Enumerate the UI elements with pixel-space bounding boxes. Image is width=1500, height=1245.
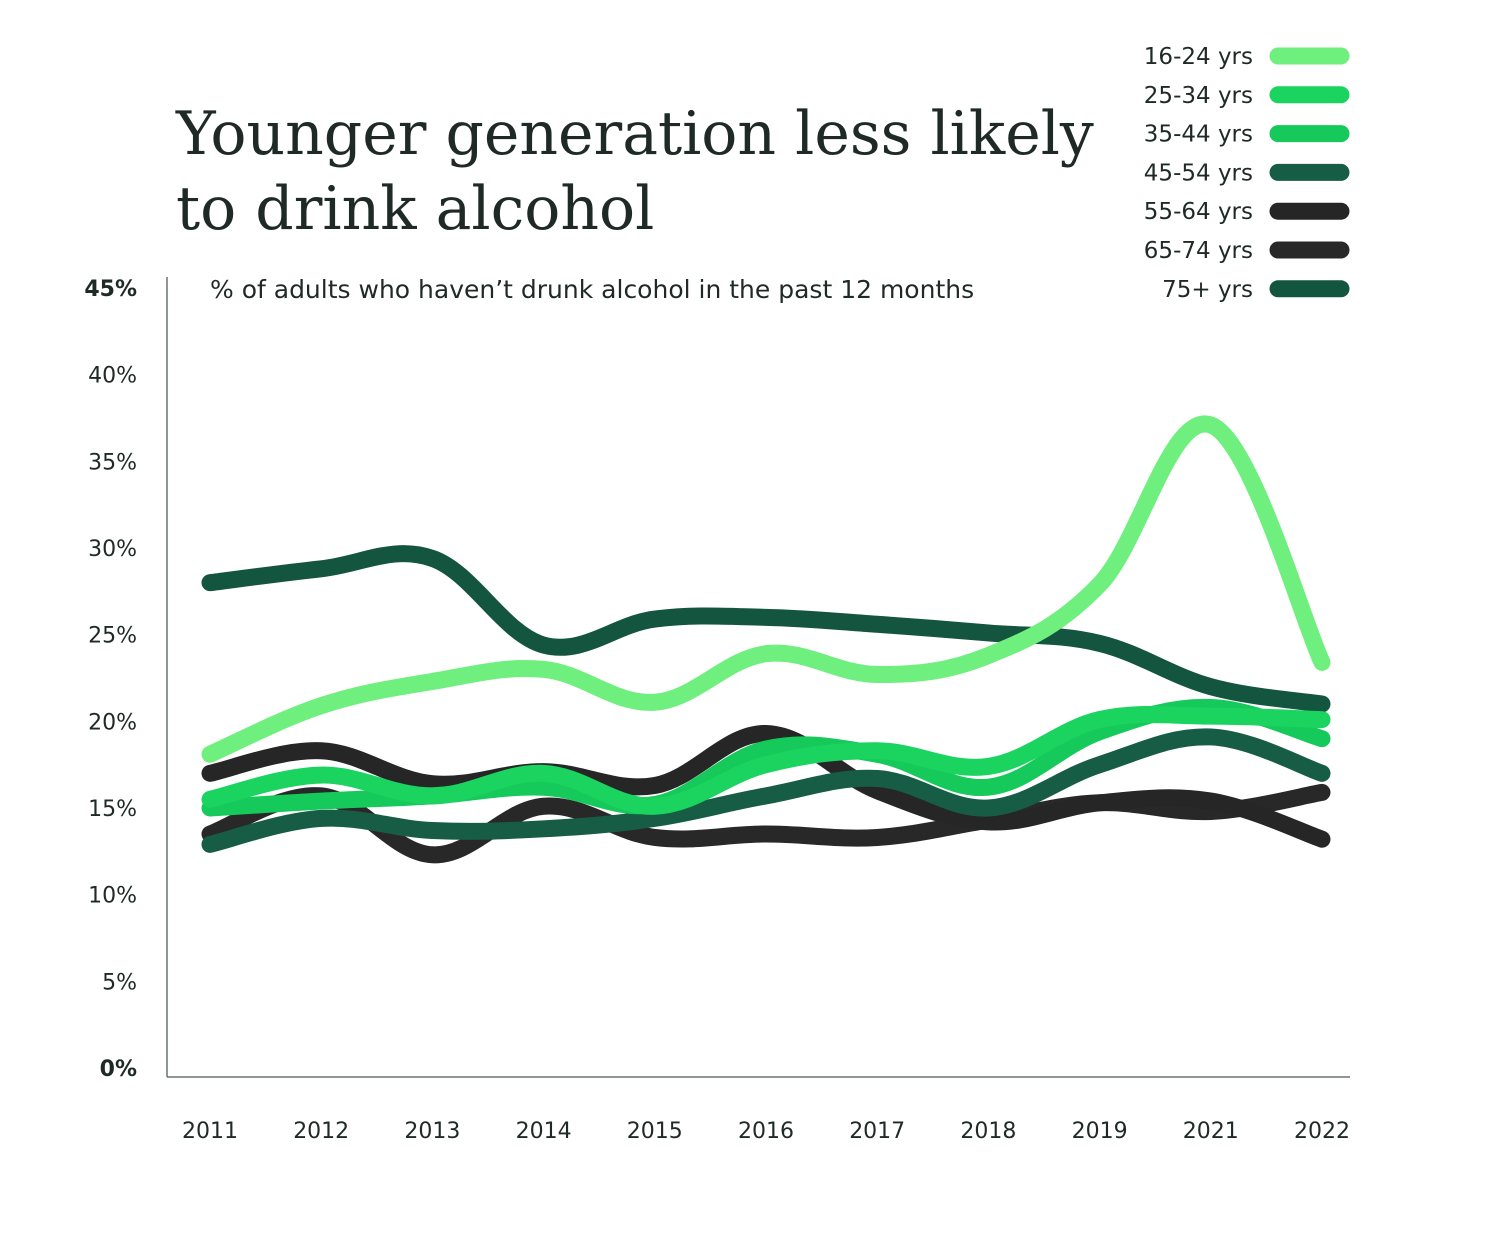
x-tick-label: 2014 [516, 1119, 572, 1144]
y-tick-label: 45% [84, 277, 137, 302]
x-tick-label: 2021 [1183, 1119, 1239, 1144]
x-tick-label: 2022 [1294, 1119, 1350, 1144]
x-tick-label: 2019 [1072, 1119, 1128, 1144]
x-tick-label: 2017 [849, 1119, 905, 1144]
axes [166, 277, 1350, 1078]
series-line-45-54-yrs [201, 728, 1331, 853]
chart-subtitle: % of adults who haven’t drunk alcohol in… [210, 275, 974, 304]
series-line-55-64-yrs [201, 724, 1331, 848]
x-tick-label: 2011 [182, 1119, 238, 1144]
chart-title-line-1: Younger generation less likely [175, 99, 1094, 169]
legend-label: 55-64 yrs [1144, 199, 1253, 225]
legend-label: 75+ yrs [1162, 277, 1253, 303]
y-tick-label: 20% [88, 710, 137, 735]
x-tick-label: 2013 [404, 1119, 460, 1144]
legend: 16-24 yrs 25-34 yrs 35-44 yrs 45-54 yrs 55-6… [1144, 44, 1350, 303]
x-axis-ticks: 2011 2012 2013 2014 2015 2016 2017 2018 2019 2021… [182, 1119, 1350, 1144]
legend-label: 45-54 yrs [1144, 160, 1253, 186]
y-tick-label: 30% [88, 537, 137, 562]
series-line-16-24-yrs [201, 415, 1331, 763]
series-line-75-yrs [201, 545, 1331, 713]
y-tick-label: 25% [88, 624, 137, 649]
x-tick-label: 2016 [738, 1119, 794, 1144]
y-tick-label: 15% [88, 797, 137, 822]
x-tick-label: 2012 [293, 1119, 349, 1144]
legend-label: 16-24 yrs [1144, 44, 1253, 70]
chart-title-line-2: to drink alcohol [176, 174, 654, 244]
x-tick-label: 2015 [627, 1119, 683, 1144]
legend-label: 65-74 yrs [1144, 238, 1253, 264]
y-tick-label: 10% [88, 884, 137, 909]
y-tick-label: 5% [102, 970, 137, 995]
series-line-25-34-yrs [201, 705, 1331, 815]
series-lines [201, 415, 1331, 864]
y-tick-label: 40% [88, 364, 137, 389]
y-tick-label: 0% [100, 1057, 137, 1082]
x-tick-label: 2018 [960, 1119, 1016, 1144]
chart-title: Younger generation less likely to drink … [175, 99, 1094, 244]
y-tick-label: 35% [88, 450, 137, 475]
legend-label: 25-34 yrs [1144, 83, 1253, 109]
y-axis-ticks: 45% 40% 35% 30% 25% 20% 15% 10% 5% 0% [84, 277, 137, 1082]
legend-label: 35-44 yrs [1144, 122, 1253, 148]
